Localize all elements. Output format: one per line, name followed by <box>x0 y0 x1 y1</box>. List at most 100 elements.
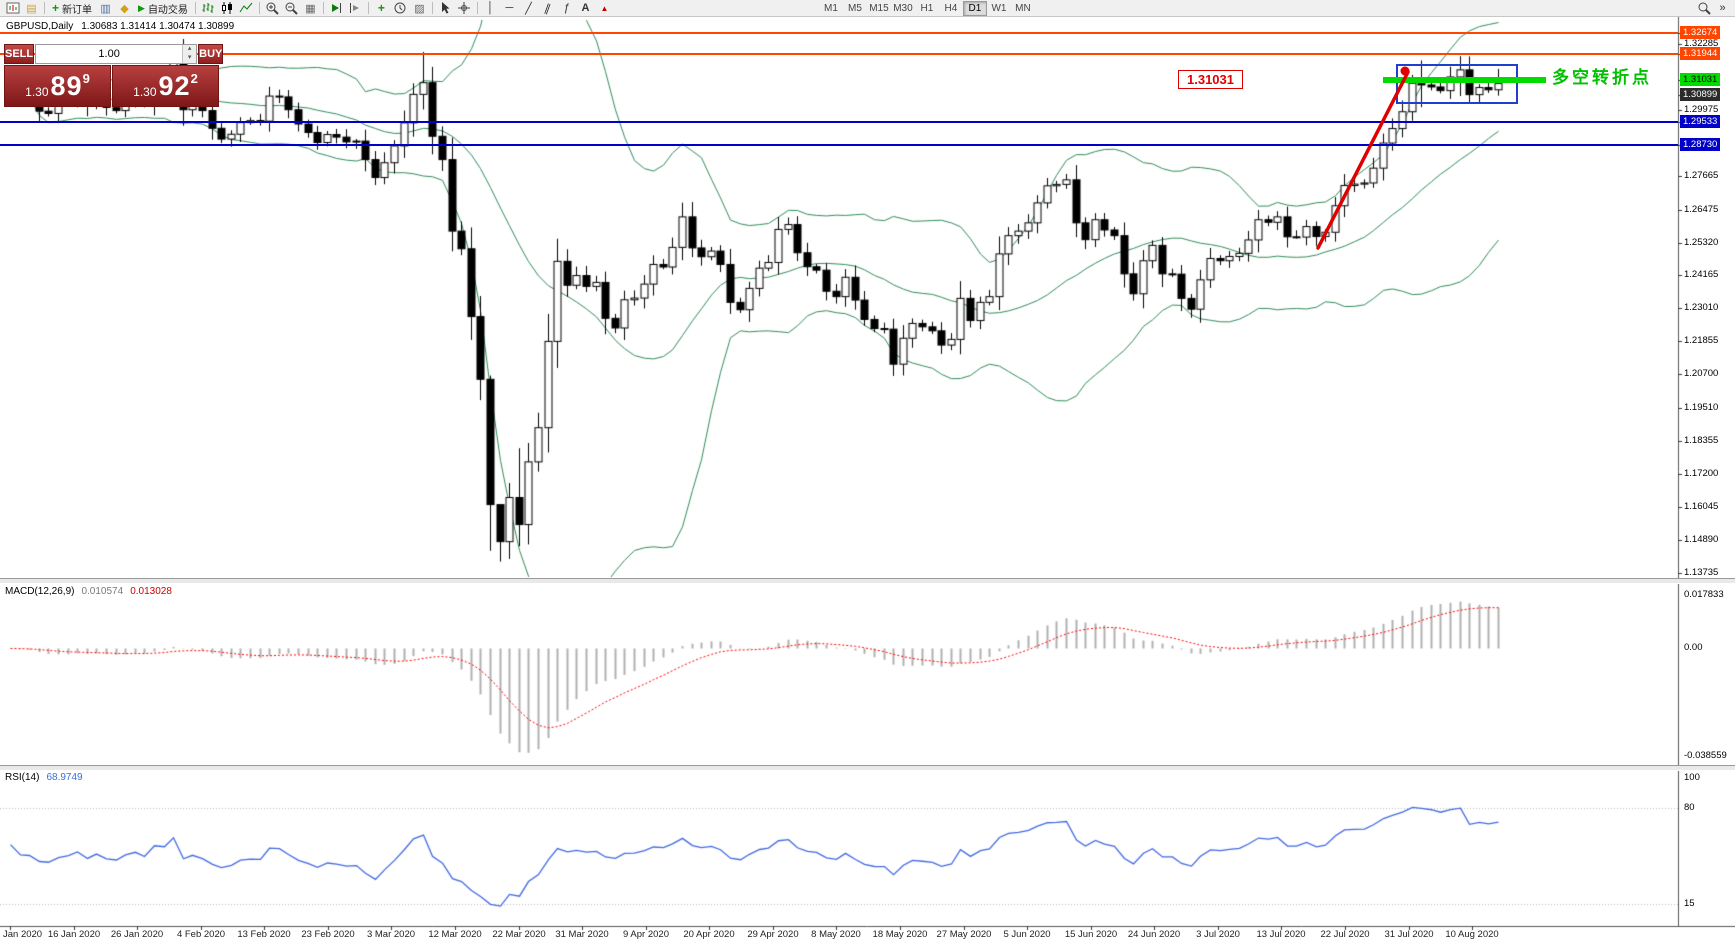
buy-button[interactable]: BUY <box>198 44 224 64</box>
date-axis-label: 31 Mar 2020 <box>555 929 609 940</box>
horizontal-line-icon[interactable]: ─ <box>505 2 514 14</box>
rsi-axis-label: 80 <box>1684 801 1695 813</box>
fibonacci-icon[interactable]: ƒ <box>563 2 570 14</box>
toolbar-separator <box>194 2 196 14</box>
tf-button-M1[interactable]: M1 <box>823 2 838 14</box>
chart-title: GBPUSD,Daily 1.30683 1.31414 1.30474 1.30… <box>6 21 234 32</box>
turning-point-annotation[interactable]: 多空转折点 <box>1552 68 1652 87</box>
volume-up-button[interactable]: ▴ <box>183 45 197 54</box>
price-axis-label: 1.32285 <box>1684 38 1719 50</box>
metaeditor-icon[interactable]: ◆ <box>120 2 129 15</box>
line-price-label: 1.31031 <box>1680 72 1721 86</box>
sell-price-panel[interactable]: 1.30 89 9 <box>4 65 111 107</box>
macd-pane-title: MACD(12,26,9) 0.010574 0.013028 <box>5 586 172 597</box>
bid-price-label: 1.30899 <box>1680 88 1721 101</box>
tf-button-D1[interactable]: D1 <box>962 0 987 16</box>
buy-price-panel[interactable]: 1.30 92 2 <box>112 65 219 107</box>
chart-ohlc-values: 1.30683 1.31414 1.30474 1.30899 <box>81 21 235 32</box>
horizontal-line-orange[interactable] <box>0 52 1678 55</box>
cursor-icon[interactable] <box>436 1 455 16</box>
date-axis-label: 22 Jul 2020 <box>1320 929 1370 940</box>
consolidation-rectangle[interactable] <box>1396 64 1518 104</box>
toolbar-separator <box>367 2 369 14</box>
date-axis-label: 20 Apr 2020 <box>683 929 735 940</box>
pane-separator[interactable] <box>0 765 1735 771</box>
periods-icon[interactable] <box>391 1 410 16</box>
navigator-icon[interactable]: ▥ <box>100 2 111 15</box>
tf-button-M15[interactable]: M15 <box>869 2 889 14</box>
indicators-icon[interactable]: + <box>372 1 391 16</box>
new-chart-icon[interactable] <box>3 1 22 16</box>
rsi-title: RSI(14) <box>5 772 40 783</box>
arrows-icon[interactable]: ▲ <box>600 3 609 13</box>
profiles-icon[interactable]: ▤ <box>26 2 37 15</box>
price-axis-label: 1.16045 <box>1684 500 1719 512</box>
horizontal-line-orange[interactable] <box>0 31 1678 34</box>
macd-main-value: 0.010574 <box>81 586 124 597</box>
toolbar: ▤ + 新订单 ▥ ◆ ▶ 自动交易 ▦ + ▨ │ ─ ╱ ∥ ƒ A ▲ M1 <box>0 0 1735 17</box>
horizontal-line-blue[interactable] <box>0 144 1678 147</box>
zoom-out-icon[interactable] <box>282 1 301 16</box>
text-icon[interactable]: A <box>581 2 590 14</box>
buy-price-big: 92 <box>158 70 191 101</box>
rsi-axis-label: 100 <box>1684 772 1700 783</box>
chart-shift-icon[interactable] <box>346 1 365 16</box>
date-axis-label: 13 Feb 2020 <box>237 929 291 940</box>
templates-icon[interactable]: ▨ <box>414 2 425 15</box>
date-axis-label: 24 Jun 2020 <box>1127 929 1181 940</box>
sell-price-sup: 9 <box>82 70 90 86</box>
search-icon[interactable] <box>1694 1 1713 16</box>
pane-separator[interactable] <box>0 578 1735 584</box>
bar-chart-icon[interactable] <box>199 1 218 16</box>
date-axis-label: 27 May 2020 <box>936 929 992 940</box>
plus-icon: + <box>52 1 60 15</box>
trendline-icon[interactable]: ╱ <box>525 2 532 15</box>
line-chart-icon[interactable] <box>237 1 256 16</box>
volume-input[interactable] <box>36 45 183 63</box>
date-axis-label: 13 Jul 2020 <box>1256 929 1306 940</box>
date-axis-label: 18 May 2020 <box>872 929 928 940</box>
candlestick-chart-icon[interactable] <box>218 1 237 16</box>
macd-title: MACD(12,26,9) <box>5 586 75 597</box>
line-price-label: 1.28730 <box>1680 138 1721 152</box>
crosshair-icon[interactable] <box>455 1 474 16</box>
new-order-button[interactable]: + 新订单 <box>48 1 96 16</box>
date-axis-label: 3 Mar 2020 <box>366 929 416 940</box>
date-axis-label: 10 Aug 2020 <box>1445 929 1499 940</box>
volume-field: ▴ ▾ <box>35 44 198 64</box>
price-axis-label: 1.21855 <box>1684 335 1719 347</box>
auto-scroll-icon[interactable] <box>327 1 346 16</box>
price-axis-label: 1.20700 <box>1684 368 1719 380</box>
plus-icon: + <box>377 1 385 15</box>
date-axis-label: 3 Jul 2020 <box>1196 929 1240 940</box>
tf-button-M5[interactable]: M5 <box>847 2 862 14</box>
price-axis-label: 1.17200 <box>1684 467 1719 479</box>
tile-windows-icon[interactable]: ▦ <box>305 2 316 15</box>
tf-button-MN[interactable]: MN <box>1015 2 1031 14</box>
horizontal-line-blue[interactable] <box>0 121 1678 124</box>
price-axis-label: 1.19510 <box>1684 402 1719 414</box>
chart-symbol-period: GBPUSD,Daily <box>6 21 74 32</box>
tf-button-H4[interactable]: H4 <box>944 2 958 14</box>
tf-button-W1[interactable]: W1 <box>991 2 1007 14</box>
price-chart-canvas[interactable] <box>0 17 1735 940</box>
volume-down-button[interactable]: ▾ <box>183 54 197 63</box>
green-zone-line[interactable] <box>1383 77 1546 83</box>
tf-button-M30[interactable]: M30 <box>893 2 913 14</box>
price-axis-label: 1.14890 <box>1684 533 1719 545</box>
toolbar-panels-icon[interactable]: » <box>1719 2 1726 14</box>
date-axis-label: 29 Apr 2020 <box>747 929 799 940</box>
sell-button[interactable]: SELL <box>4 44 35 64</box>
autotrading-button[interactable]: ▶ 自动交易 <box>134 1 192 16</box>
channel-icon[interactable]: ∥ <box>542 1 552 16</box>
trendline-object[interactable] <box>1250 40 1570 300</box>
price-callout-label[interactable]: 1.31031 <box>1178 70 1243 89</box>
tf-button-H1[interactable]: H1 <box>920 2 934 14</box>
vertical-line-icon[interactable]: │ <box>487 2 494 14</box>
price-axis-label: 1.29975 <box>1684 103 1719 115</box>
zoom-in-icon[interactable] <box>263 1 282 16</box>
price-axis-label: 1.13735 <box>1684 566 1719 578</box>
date-axis-label: 22 Mar 2020 <box>492 929 546 940</box>
rsi-pane-title: RSI(14) 68.9749 <box>5 772 83 783</box>
trendline-endpoint-dot <box>1400 66 1410 76</box>
